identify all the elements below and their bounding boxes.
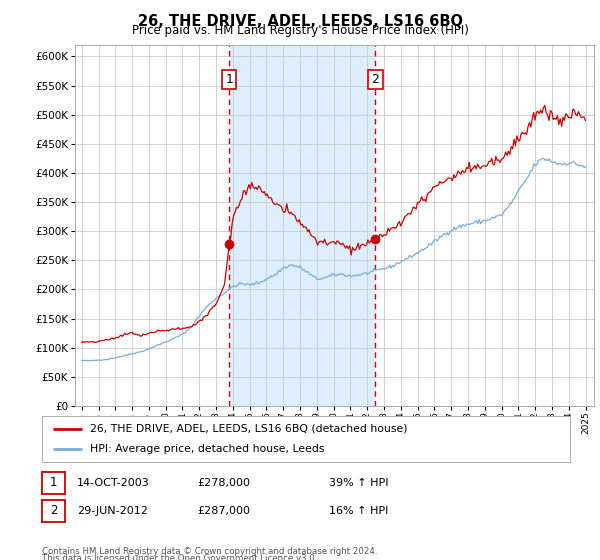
Text: HPI: Average price, detached house, Leeds: HPI: Average price, detached house, Leed… xyxy=(89,444,324,454)
Text: 39% ↑ HPI: 39% ↑ HPI xyxy=(329,478,388,488)
Text: £278,000: £278,000 xyxy=(197,478,250,488)
Text: This data is licensed under the Open Government Licence v3.0.: This data is licensed under the Open Gov… xyxy=(42,554,317,560)
Text: 1: 1 xyxy=(50,476,57,489)
Text: 26, THE DRIVE, ADEL, LEEDS, LS16 6BQ: 26, THE DRIVE, ADEL, LEEDS, LS16 6BQ xyxy=(137,14,463,29)
Text: 2: 2 xyxy=(371,73,379,86)
Text: £287,000: £287,000 xyxy=(197,506,250,516)
Text: 14-OCT-2003: 14-OCT-2003 xyxy=(77,478,149,488)
Text: 26, THE DRIVE, ADEL, LEEDS, LS16 6BQ (detached house): 26, THE DRIVE, ADEL, LEEDS, LS16 6BQ (de… xyxy=(89,424,407,434)
Text: Contains HM Land Registry data © Crown copyright and database right 2024.: Contains HM Land Registry data © Crown c… xyxy=(42,547,377,556)
Text: 16% ↑ HPI: 16% ↑ HPI xyxy=(329,506,388,516)
Text: 1: 1 xyxy=(226,73,233,86)
Text: 2: 2 xyxy=(50,504,57,517)
Text: Price paid vs. HM Land Registry's House Price Index (HPI): Price paid vs. HM Land Registry's House … xyxy=(131,24,469,36)
Text: 29-JUN-2012: 29-JUN-2012 xyxy=(77,506,148,516)
